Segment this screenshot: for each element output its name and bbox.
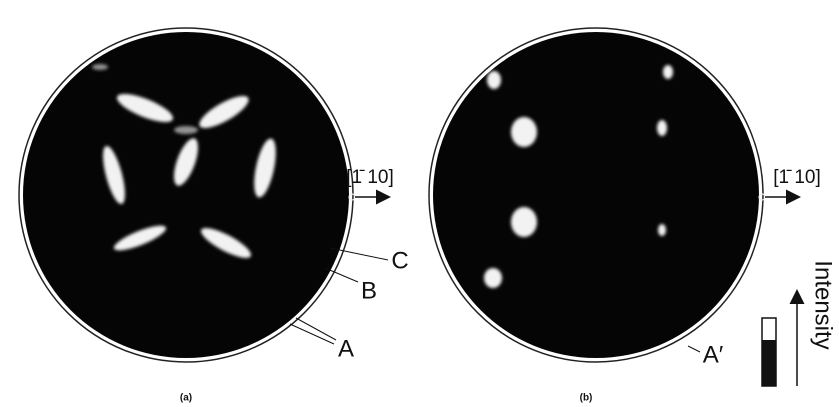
intensity-spots [92, 64, 276, 258]
annotation-label: A [338, 335, 354, 362]
annotation-label: C [391, 247, 408, 274]
intensity-legend: Intensity [761, 260, 837, 387]
intensity-spots [484, 65, 673, 288]
pole-figure-a: [1̄ 10] C B A (a) [18, 27, 409, 404]
legend-title: Intensity [810, 260, 837, 349]
direction-label: [1̄ 10] [773, 167, 821, 188]
panel-label: (b) [580, 393, 593, 404]
panel-label: (a) [180, 393, 192, 404]
pole-figure-b: [1̄ 10] A′ (b) [428, 27, 821, 404]
annotation-label: A′ [703, 341, 724, 368]
annotation-label: B [361, 277, 377, 304]
direction-label: [1̄ 10] [346, 167, 394, 188]
